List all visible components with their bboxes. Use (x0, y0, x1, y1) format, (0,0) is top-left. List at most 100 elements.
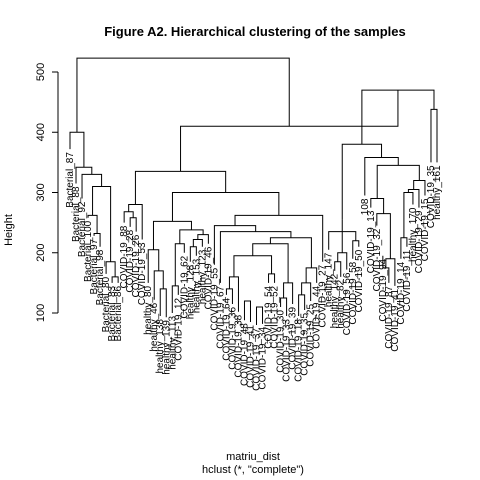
leaf-label: COVID-19_25 (306, 304, 317, 367)
leaf-label: Bacterial_97 (89, 238, 100, 294)
leaf-label: COVID-19_29 (414, 210, 425, 273)
leaf-label: COVID-19_54 (264, 285, 275, 348)
dendrogram-link (134, 170, 227, 205)
leaf-labels: Bacterial_87Bacterial_88Bacterial_92Bact… (65, 152, 443, 391)
dendrogram-link (301, 282, 312, 301)
dendrogram-link (364, 157, 399, 196)
dendrogram-link (233, 255, 273, 277)
leaf-label: healthy_113 (167, 316, 178, 370)
dendrogram-link (400, 237, 408, 259)
dendrogram-link (192, 238, 203, 247)
leaf-label: COVID-19_55 (209, 267, 220, 330)
leaf-label: COVID-19_39 (288, 307, 299, 370)
leaf-label: COVID-19_27 (318, 264, 329, 327)
dendrogram-link (243, 300, 251, 323)
dendrogram-link (269, 237, 312, 268)
leaf-label: COVID-19_15 (420, 198, 431, 261)
chart-title: Figure A2. Hierarchical clustering of th… (104, 24, 406, 39)
leaf-label: healthy_128 (185, 264, 196, 319)
y-tick-label: 100 (35, 304, 47, 322)
leaf-label: COVID-19_94 (378, 258, 389, 321)
leaf-label: healthy_161 (432, 165, 443, 220)
leaf-label: COVID-19_14 (396, 261, 407, 324)
leaf-label: healthy_82 (336, 279, 347, 328)
leaf-label: healthy_123 (197, 249, 208, 304)
leaf-label: Bacterial_83 (107, 285, 118, 341)
leaf-label: COVID-19_56 (342, 272, 353, 335)
leaf-label: COVID-19_32 (372, 228, 383, 291)
dendrogram-links (69, 57, 438, 326)
leaf-label: COVID-19_46 (203, 246, 214, 309)
dendrogram-link (105, 261, 116, 277)
dendrogram-link (430, 108, 438, 163)
dendrogram-link (382, 255, 390, 283)
leaf-label: COVID-19_34 (258, 326, 269, 389)
leaf-label: COVID-19_35 (300, 313, 311, 376)
leaf-label: healthy_138 (155, 319, 166, 374)
leaf-label: COVID-19_26 (131, 234, 142, 297)
dendrogram-link (252, 243, 289, 283)
dendrogram-link (111, 276, 119, 283)
dendrogram-link (280, 297, 288, 317)
dendrogram-link (305, 267, 318, 283)
leaf-label: healthy_46 (149, 302, 160, 351)
dendrogram-link (337, 252, 348, 270)
dendrogram-link (171, 192, 280, 222)
dendrogram-link (179, 229, 204, 244)
dendrogram-link (153, 270, 164, 300)
leaf-label: COVID-19_35 (426, 165, 437, 228)
leaf-label: COVID-19_58 (348, 261, 359, 324)
dendrogram-link (123, 211, 134, 223)
dendrogram-link (407, 188, 420, 208)
y-tick-label: 300 (35, 183, 47, 201)
leaf-label: healthy_170 (408, 207, 419, 262)
leaf-label: Bacterial_92 (77, 201, 88, 257)
dendrogram-link (268, 273, 276, 283)
leaf-label: COVID-19_62 (179, 255, 190, 318)
dendrogram-link (234, 214, 324, 262)
leaf-label: COVID-19_88 (119, 225, 130, 288)
leaf-label: COVID-19_64 (221, 297, 232, 360)
leaf-label: Bacterial_87 (65, 152, 76, 208)
leaf-label: Bacterial_86 (113, 285, 124, 341)
dendrogram-link (76, 57, 290, 133)
leaf-label: Bacterial_80 (101, 276, 112, 332)
leaf-label: COVID-19_44 (312, 285, 323, 348)
leaf-label: healthy_142 (330, 273, 341, 328)
leaf-label: healthy_153 (191, 258, 202, 313)
leaf-label: healthy_139 (161, 320, 172, 375)
y-tick-label: 200 (35, 244, 47, 262)
dendrogram-link (283, 282, 294, 304)
leaf-label: COVID-19_28 (125, 229, 136, 292)
dendrogram-link (159, 288, 167, 318)
leaf-label: COVID-19_18 (294, 319, 305, 382)
leaf-label: COVID-19_52 (270, 285, 281, 348)
leaf-label: COVID-19_41 (390, 288, 401, 351)
leaf-label: COVID-19_38 (233, 314, 244, 377)
leaf-label: COVID-19_33 (282, 319, 293, 382)
dendrogram-link (147, 249, 160, 283)
leaf-label: COVID-19_53 (137, 242, 148, 305)
leaf-label: COVID-19_87 (384, 285, 395, 348)
dendrogram-link (152, 220, 192, 250)
leaf-label: 108 (360, 198, 371, 215)
leaf-label: COVID-19_50 (354, 249, 365, 312)
leaf-label: COVID-19_36 (227, 307, 238, 370)
leaf-label: COVID-19_41 (245, 325, 256, 388)
leaf-label: COVID-19_13 (366, 210, 377, 273)
dendrogram-link (256, 306, 264, 326)
leaf-label: Bacterial_88 (71, 186, 82, 242)
leaf-label: healthy_147 (324, 252, 335, 307)
dendrogram-link (75, 166, 93, 184)
leaf-label: COVID-19_67 (215, 285, 226, 348)
leaf-label: Bacterial_100 (83, 220, 94, 282)
dendrogram-link (298, 294, 306, 317)
leaf-label: COVID-19_48 (239, 323, 250, 386)
method-sublabel: hclust (*, "complete") (202, 464, 304, 476)
leaf-label: healthy_80 (143, 285, 154, 334)
dendrogram-link (334, 261, 342, 277)
leaf-label: Bacterial_98 (95, 249, 106, 305)
leaf-label: COVID-19_30 (276, 310, 287, 373)
dendrogram-link (171, 285, 179, 313)
